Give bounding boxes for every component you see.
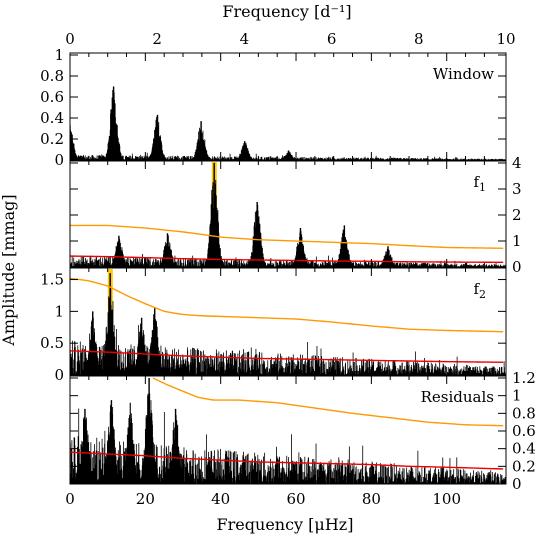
noise-curve bbox=[69, 451, 504, 470]
y-tick-label: 0 bbox=[54, 366, 64, 384]
significance-curve bbox=[70, 224, 504, 249]
y-tick-label: 1 bbox=[512, 232, 522, 250]
bottom-tick-label: 0 bbox=[65, 490, 75, 508]
noise-curve bbox=[69, 255, 504, 264]
top-axis-title: Frequency [d⁻¹] bbox=[222, 2, 351, 21]
spectrum-line bbox=[69, 273, 507, 375]
significance-curve bbox=[152, 377, 504, 427]
y-tick-label: 1 bbox=[54, 46, 64, 64]
spectrum-line bbox=[69, 163, 507, 267]
bottom-axis-title: Frequency [μHz] bbox=[217, 515, 354, 534]
y-tick-label: 0.4 bbox=[512, 440, 536, 458]
panels-group: 00.20.40.60.81Window01234f100.511.5f200.… bbox=[40, 30, 536, 508]
y-tick-label: 1.2 bbox=[512, 369, 536, 387]
y-tick-label: 0.5 bbox=[40, 334, 64, 352]
y-tick-label: 0.6 bbox=[512, 422, 536, 440]
y-tick-label: 0.6 bbox=[40, 88, 64, 106]
panel-label: f2 bbox=[473, 280, 486, 301]
y-tick-label: 2 bbox=[512, 206, 522, 224]
panel-frame bbox=[69, 160, 507, 268]
y-tick-label: 1.5 bbox=[40, 271, 64, 289]
panel-label: Window bbox=[433, 65, 494, 83]
bottom-tick-label: 60 bbox=[286, 490, 305, 508]
top-tick-label: 8 bbox=[414, 30, 424, 48]
panel-label-subscript: 2 bbox=[479, 288, 486, 301]
top-tick-label: 10 bbox=[496, 30, 515, 48]
y-tick-label: 0 bbox=[512, 475, 522, 493]
y-tick-label: 0.2 bbox=[40, 130, 64, 148]
panel-label-subscript: 1 bbox=[479, 181, 486, 194]
y-tick-label: 1 bbox=[54, 302, 64, 320]
y-tick-label: 3 bbox=[512, 180, 522, 198]
y-tick-label: 0.4 bbox=[40, 109, 64, 127]
bottom-tick-label: 20 bbox=[136, 490, 155, 508]
y-tick-label: 0 bbox=[512, 258, 522, 276]
top-tick-label: 0 bbox=[65, 30, 75, 48]
y-tick-label: 0.8 bbox=[512, 404, 536, 422]
top-tick-label: 4 bbox=[240, 30, 250, 48]
y-tick-label: 1 bbox=[512, 387, 522, 405]
panel-1: 0 0.2 0.4 0.6 0.8 1 Window bbox=[40, 46, 507, 169]
panel-label: f1 bbox=[473, 173, 486, 194]
bottom-tick-label: 40 bbox=[211, 490, 230, 508]
panel-4: 00.20.40.60.811.2 Residuals bbox=[69, 369, 536, 493]
y-tick-label: 0.8 bbox=[40, 67, 64, 85]
panel-frame bbox=[69, 52, 507, 161]
panel-2: 0 1 2 3 4 f1 bbox=[69, 154, 522, 276]
y-tick-label: 4 bbox=[512, 154, 522, 172]
y-tick-label: 0.2 bbox=[512, 457, 536, 475]
panel-frame bbox=[69, 375, 507, 485]
noise-curve bbox=[69, 350, 504, 363]
top-tick-label: 6 bbox=[327, 30, 337, 48]
spectrum-line bbox=[69, 86, 507, 160]
panel-3: 0 0.5 1 1.5 f2 bbox=[40, 267, 507, 384]
top-tick-label: 2 bbox=[152, 30, 162, 48]
y-tick-label: 0 bbox=[54, 151, 64, 169]
significance-curve bbox=[69, 277, 504, 333]
panel-label: Residuals bbox=[421, 388, 494, 406]
panel-frame bbox=[69, 267, 507, 376]
bottom-tick-label: 100 bbox=[432, 490, 461, 508]
bottom-tick-label: 80 bbox=[362, 490, 381, 508]
y-axis-title: Amplitude [mmag] bbox=[0, 194, 18, 346]
